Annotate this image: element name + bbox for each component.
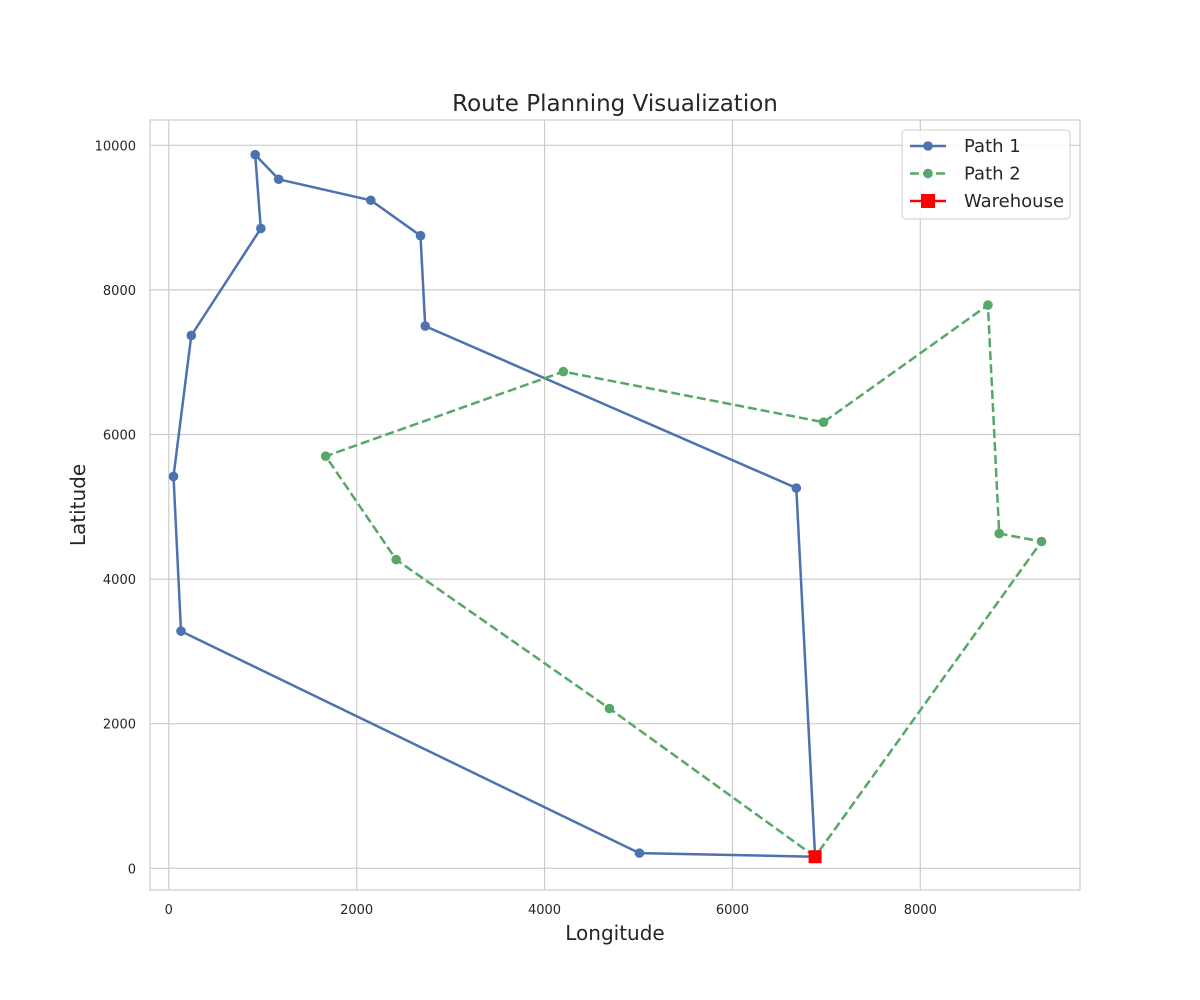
legend-swatch-marker bbox=[923, 141, 933, 151]
x-tick-label: 8000 bbox=[904, 903, 937, 918]
series-point-path-1 bbox=[791, 483, 802, 493]
legend-label: Warehouse bbox=[964, 191, 1064, 212]
series-point-path-2 bbox=[983, 300, 993, 310]
y-tick-label: 10000 bbox=[95, 139, 136, 154]
legend-label: Path 2 bbox=[964, 164, 1021, 185]
warehouse-marker bbox=[808, 850, 822, 864]
x-tick-label: 0 bbox=[165, 903, 173, 918]
series-point-path-1 bbox=[273, 174, 284, 185]
plot-frame bbox=[149, 119, 1081, 891]
series-point-path-1 bbox=[256, 223, 266, 234]
chart-title: Route Planning Visualization bbox=[452, 91, 778, 117]
series-point-path-2 bbox=[558, 366, 569, 377]
series-point-path-1 bbox=[176, 626, 186, 636]
series-point-path-2 bbox=[818, 417, 829, 428]
x-tick-label: 2000 bbox=[340, 903, 373, 918]
series-layer bbox=[168, 149, 1047, 864]
series-point-path-1 bbox=[634, 848, 645, 858]
legend: Path 1 Path 2 Warehouse bbox=[901, 129, 1071, 220]
series-point-path-1 bbox=[365, 195, 376, 206]
y-tick-label: 0 bbox=[128, 862, 136, 877]
x-tick-label: 6000 bbox=[716, 903, 749, 918]
tick-labels: 0 2000 4000 6000 8000 0 2000 4000 6000 8000 10000 bbox=[95, 139, 937, 918]
series-point-path-2 bbox=[604, 703, 615, 714]
legend-swatch-marker bbox=[923, 168, 933, 179]
series-point-path-2 bbox=[391, 554, 401, 565]
y-tick-label: 8000 bbox=[103, 284, 136, 299]
series-point-path-2 bbox=[1036, 536, 1047, 547]
series-point-path-1 bbox=[168, 471, 179, 482]
series-point-path-1 bbox=[420, 321, 431, 331]
series-line-path-2 bbox=[324, 303, 1043, 858]
y-axis-label: Latitude bbox=[66, 464, 90, 546]
series-point-path-1 bbox=[250, 149, 261, 160]
series-point-path-1 bbox=[415, 230, 426, 241]
legend-swatch-marker bbox=[921, 194, 935, 208]
legend-box bbox=[901, 129, 1071, 220]
x-axis-label: Longitude bbox=[565, 921, 664, 945]
series-point-path-1 bbox=[186, 330, 197, 341]
legend-label: Path 1 bbox=[964, 136, 1021, 157]
series-point-path-2 bbox=[320, 451, 331, 461]
x-tick-label: 4000 bbox=[528, 903, 561, 918]
y-tick-label: 2000 bbox=[103, 718, 136, 733]
y-tick-label: 6000 bbox=[103, 429, 136, 444]
series-point-path-2 bbox=[994, 528, 1005, 539]
y-tick-label: 4000 bbox=[103, 573, 136, 588]
